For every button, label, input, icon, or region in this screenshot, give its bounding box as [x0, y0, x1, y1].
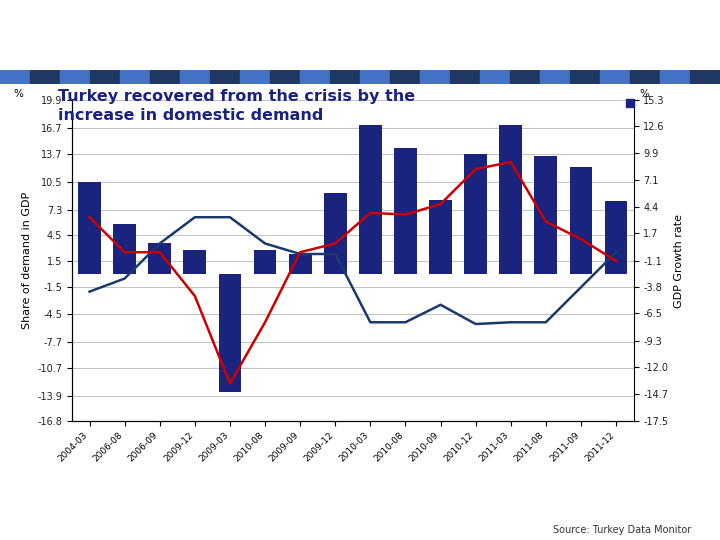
Bar: [630, 70, 660, 84]
Bar: [359, 125, 382, 274]
Text: %: %: [639, 89, 649, 99]
Bar: [600, 70, 630, 84]
Bar: [534, 156, 557, 274]
Bar: [394, 148, 417, 274]
Text: Turkey recovered from the crisis by the
increase in domestic demand: Turkey recovered from the crisis by the …: [58, 89, 415, 123]
Bar: [0, 70, 30, 84]
Bar: [150, 70, 180, 84]
Bar: [60, 70, 90, 84]
Bar: [464, 154, 487, 274]
Bar: [420, 70, 450, 84]
Bar: [330, 70, 360, 84]
Bar: [510, 70, 540, 84]
Bar: [253, 251, 276, 274]
Bar: [660, 70, 690, 84]
Bar: [324, 193, 346, 274]
Bar: [300, 70, 330, 84]
Text: %: %: [13, 89, 23, 99]
Text: tepav: tepav: [11, 25, 99, 52]
Bar: [90, 70, 120, 84]
Bar: [120, 70, 150, 84]
Bar: [429, 200, 452, 274]
Bar: [390, 70, 420, 84]
Bar: [480, 70, 510, 84]
Bar: [184, 251, 206, 274]
Y-axis label: GDP Growth rate: GDP Growth rate: [674, 213, 684, 308]
Bar: [540, 70, 570, 84]
Bar: [450, 70, 480, 84]
Text: Source: Turkey Data Monitor: Source: Turkey Data Monitor: [553, 524, 691, 535]
Bar: [210, 70, 240, 84]
Bar: [270, 70, 300, 84]
Bar: [113, 224, 136, 274]
Bar: [148, 244, 171, 274]
Bar: [78, 182, 101, 274]
Bar: [180, 70, 210, 84]
Bar: [240, 70, 270, 84]
Bar: [570, 70, 600, 84]
Bar: [30, 70, 60, 84]
Bar: [219, 274, 241, 392]
Bar: [289, 254, 312, 274]
Bar: [570, 167, 593, 274]
Bar: [605, 201, 627, 274]
Bar: [360, 70, 390, 84]
Bar: [500, 125, 522, 274]
Bar: [690, 70, 720, 84]
Y-axis label: Share of demand in GDP: Share of demand in GDP: [22, 192, 32, 329]
